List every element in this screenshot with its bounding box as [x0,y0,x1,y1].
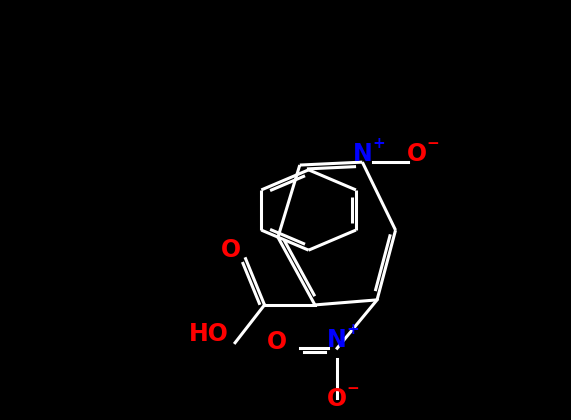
Text: +: + [347,322,360,337]
Text: HO: HO [189,322,229,346]
Text: +: + [372,136,385,151]
Text: O: O [222,238,242,262]
Text: N: N [327,328,347,352]
Text: N: N [352,142,372,166]
Text: O: O [407,142,427,166]
Text: −: − [427,136,439,151]
Text: O: O [327,386,347,411]
Text: O: O [267,330,287,354]
Text: −: − [347,381,360,396]
